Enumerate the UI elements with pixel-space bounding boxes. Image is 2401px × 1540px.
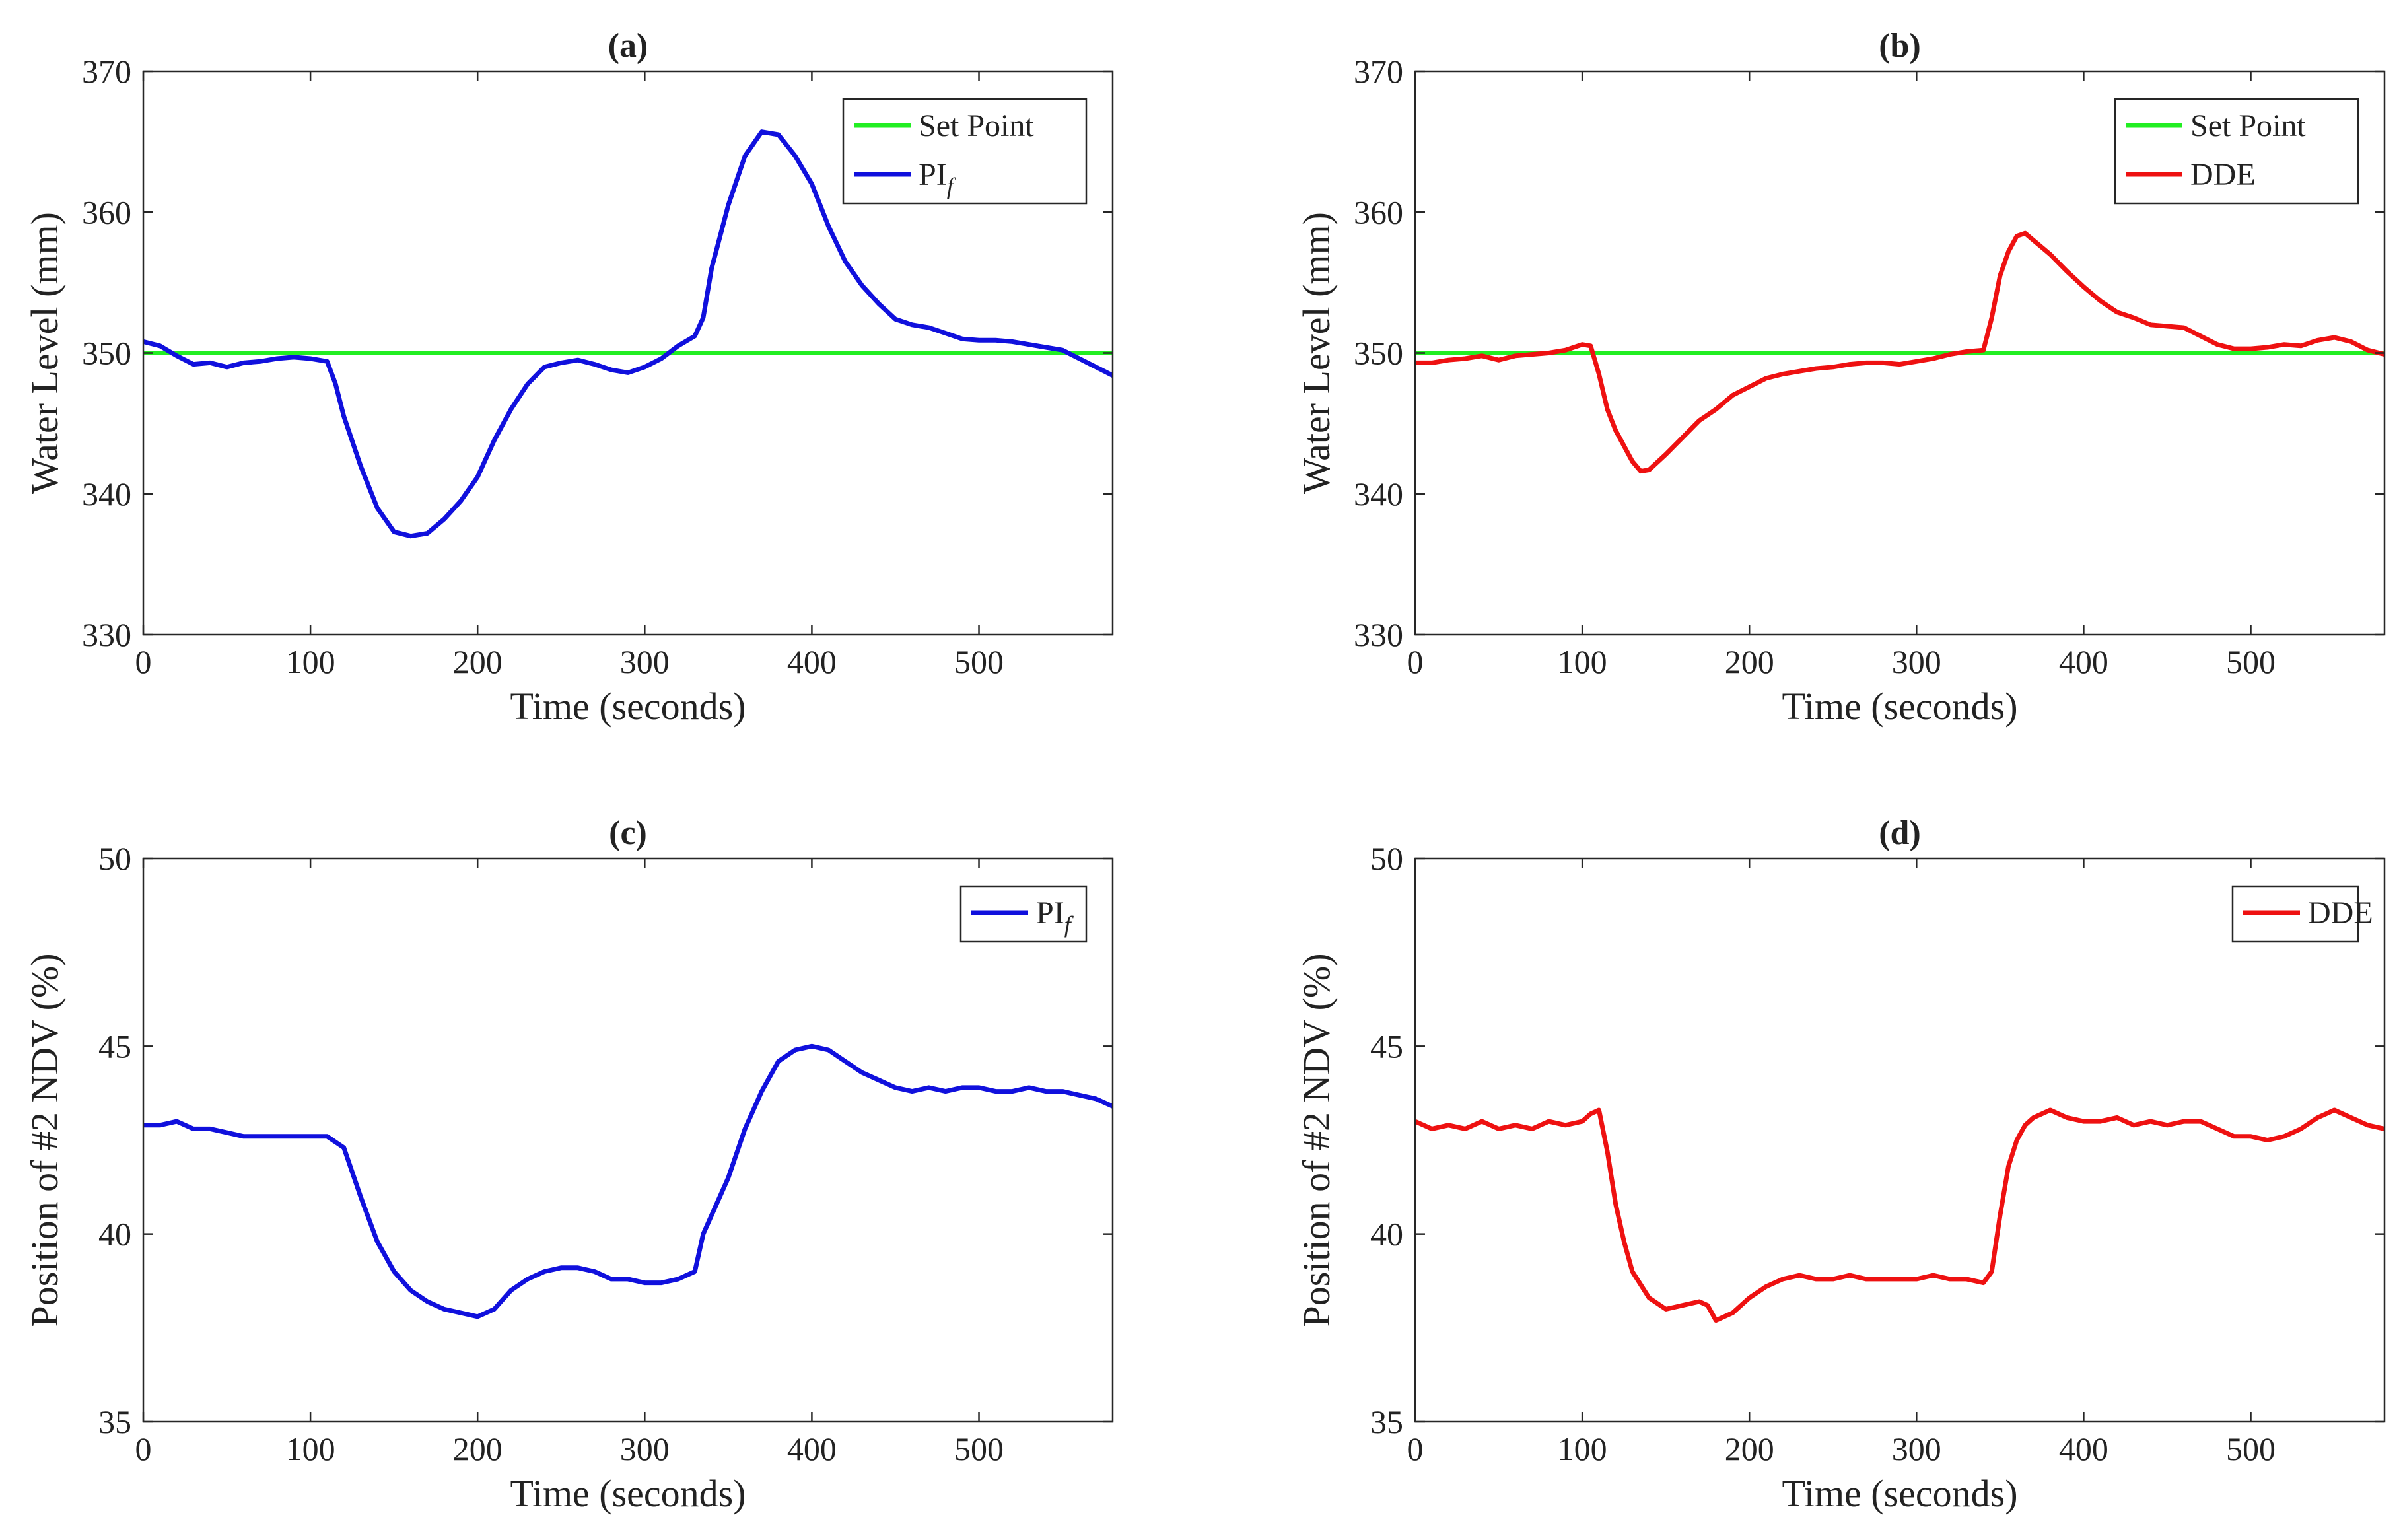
legend: DDE	[2231, 885, 2373, 943]
panel-c: 0 100 200 300 400 500 35 40 45 50 (c) Time (seconds…	[23, 814, 1114, 1515]
legend-entry: Set Point	[919, 108, 1034, 143]
legend-entry-label: PI	[1036, 895, 1064, 930]
panel-d: 0 100 200 300 400 500 35 40 45 50 (d) Time (seconds…	[1295, 814, 2386, 1515]
x-axis-label: Time (seconds)	[1782, 685, 2017, 728]
x-tick-label: 400	[787, 643, 837, 680]
legend-box	[2114, 98, 2359, 205]
x-tick-label: 500	[2226, 643, 2276, 680]
legend-entry: Set Point	[2190, 108, 2306, 143]
x-tick-label: 500	[954, 1430, 1004, 1467]
axes-box	[1414, 857, 2386, 1423]
legend-entry-label: DDE	[2308, 895, 2373, 930]
x-tick-label: 300	[620, 1430, 670, 1467]
y-tick-label: 50	[98, 840, 131, 877]
panel-title: (a)	[608, 27, 648, 65]
x-axis-label: Time (seconds)	[510, 1472, 746, 1515]
series-line-dde	[1415, 230, 2384, 474]
series-group	[1415, 230, 2384, 474]
legend: Set Point DDE	[2114, 98, 2359, 205]
y-tick-label: 50	[1370, 840, 1403, 877]
legend-entry-label: Set Point	[919, 108, 1034, 143]
y-tick-label: 40	[98, 1216, 131, 1253]
y-tick-label: 330	[1354, 616, 1403, 653]
series-group	[143, 129, 1113, 539]
y-tick-label: 45	[98, 1028, 131, 1065]
x-tick-label: 400	[787, 1430, 837, 1467]
panel-b: 0 100 200 300 400 500 330 340 350 360 370 (b) Time (…	[1295, 27, 2386, 728]
y-axis-label: Position of #2 NDV (%)	[23, 953, 66, 1327]
panel-title: (d)	[1879, 814, 1921, 852]
x-tick-label: 500	[954, 643, 1004, 680]
y-tick-label: 360	[82, 193, 131, 230]
series-line-dde	[1415, 1107, 2384, 1323]
y-tick-label: 45	[1370, 1028, 1403, 1065]
y-tick-label: 370	[1354, 53, 1403, 90]
legend-entry: DDE	[2308, 895, 2373, 930]
x-tick-label: 0	[1407, 643, 1424, 680]
y-tick-label: 340	[82, 475, 131, 512]
x-tick-label: 100	[1558, 1430, 1607, 1467]
y-tick-label: 350	[1354, 335, 1403, 372]
legend-box	[842, 98, 1088, 205]
legend-entry-label: Set Point	[2190, 108, 2306, 143]
x-tick-label: 200	[453, 643, 503, 680]
panel-a: 0 100 200 300 400 500 330 340 350 360 370 (a) Time (…	[23, 27, 1114, 728]
x-tick-label: 0	[135, 643, 152, 680]
y-axis-label: Water Level (mm)	[1295, 212, 1338, 494]
y-tick-label: 35	[98, 1403, 131, 1440]
series-line-pif	[143, 1043, 1113, 1319]
x-tick-label: 400	[2059, 1430, 2108, 1467]
x-tick-label: 200	[1725, 643, 1774, 680]
x-tick-label: 300	[620, 643, 670, 680]
y-tick-label: 370	[82, 53, 131, 90]
x-tick-label: 500	[2226, 1430, 2276, 1467]
y-tick-label: 360	[1354, 193, 1403, 230]
x-tick-label: 0	[135, 1430, 152, 1467]
x-tick-label: 100	[286, 643, 335, 680]
panel-title: (c)	[609, 814, 647, 852]
legend-entry-label: DDE	[2190, 157, 2256, 192]
x-tick-label: 200	[1725, 1430, 1774, 1467]
y-tick-label: 350	[82, 335, 131, 372]
x-tick-label: 0	[1407, 1430, 1424, 1467]
legend: PIf	[959, 885, 1088, 943]
x-tick-label: 300	[1892, 643, 1941, 680]
axes-box	[142, 857, 1114, 1423]
series-group	[1415, 1107, 2384, 1323]
legend-entry: DDE	[2190, 157, 2256, 192]
y-tick-label: 340	[1354, 475, 1403, 512]
series-group	[143, 1043, 1113, 1319]
x-axis-label: Time (seconds)	[1782, 1472, 2017, 1515]
legend-entry-label: PI	[919, 157, 947, 192]
x-axis-label: Time (seconds)	[510, 685, 746, 728]
y-axis-label: Water Level (mm)	[23, 212, 66, 494]
y-tick-label: 330	[82, 616, 131, 653]
y-tick-label: 40	[1370, 1216, 1403, 1253]
y-axis-label: Position of #2 NDV (%)	[1295, 953, 1338, 1327]
series-line-pif	[143, 129, 1113, 539]
y-tick-label: 35	[1370, 1403, 1403, 1440]
x-tick-label: 100	[286, 1430, 335, 1467]
x-tick-label: 100	[1558, 643, 1607, 680]
x-tick-label: 400	[2059, 643, 2108, 680]
panel-title: (b)	[1879, 27, 1921, 65]
x-tick-label: 200	[453, 1430, 503, 1467]
x-tick-label: 300	[1892, 1430, 1941, 1467]
